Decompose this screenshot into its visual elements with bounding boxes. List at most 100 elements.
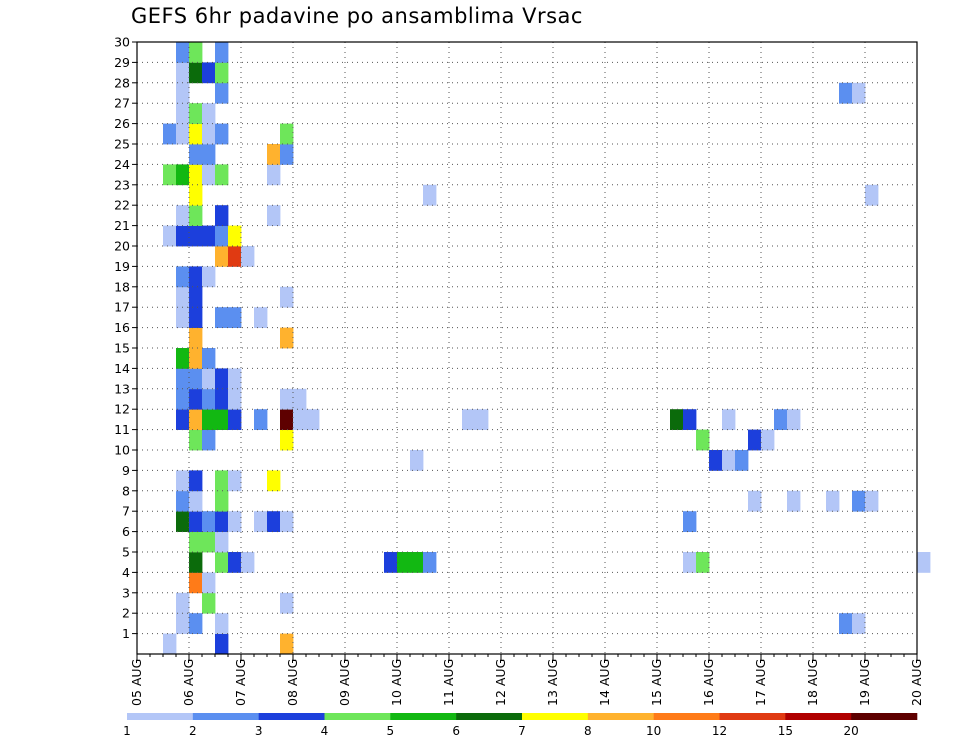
heatmap-cell (228, 552, 242, 573)
heatmap-cell (176, 123, 190, 145)
colorbar-segment (390, 713, 457, 720)
x-tick-label: 09 AUG (337, 659, 352, 706)
heatmap-cell (787, 409, 801, 430)
heatmap-cell (202, 103, 216, 124)
heatmap-cell (176, 613, 190, 634)
heatmap-cell (202, 531, 216, 553)
x-tick-label: 05 AUG (129, 659, 144, 706)
y-tick-label: 26 (114, 116, 130, 131)
heatmap-cell (865, 490, 879, 512)
heatmap-cell (215, 531, 229, 553)
heatmap-cell (774, 409, 788, 430)
heatmap-cell (176, 490, 190, 512)
heatmap-cell (176, 592, 190, 614)
y-tick-label: 2 (122, 606, 130, 621)
heatmap-cell (423, 184, 437, 206)
heatmap-cell (865, 184, 879, 206)
heatmap-cell (189, 103, 203, 124)
heatmap-cell (176, 388, 190, 410)
heatmap-cell (189, 429, 203, 451)
x-tick-label: 20 AUG (909, 659, 924, 706)
y-tick-label: 30 (114, 35, 130, 50)
y-tick-label: 4 (122, 565, 130, 580)
heatmap-cell (787, 490, 801, 512)
heatmap-cell (267, 511, 281, 532)
colorbar-segment (719, 713, 786, 720)
heatmap-cell (215, 470, 229, 492)
y-tick-label: 22 (114, 198, 130, 213)
y-tick-label: 29 (114, 55, 130, 70)
x-tick-label: 07 AUG (233, 659, 248, 706)
heatmap-cell (215, 123, 229, 145)
colorbar-label: 15 (778, 724, 793, 738)
x-tick-label: 06 AUG (181, 659, 196, 706)
x-tick-label: 08 AUG (285, 659, 300, 706)
colorbar-label: 2 (189, 724, 197, 738)
heatmap-cell (176, 82, 190, 104)
heatmap-cell (228, 511, 242, 532)
colorbar-label: 7 (518, 724, 526, 738)
heatmap-cell (189, 307, 203, 328)
x-tick-label: 10 AUG (389, 659, 404, 706)
heatmap-cell (267, 164, 281, 186)
heatmap-cell (215, 613, 229, 634)
heatmap-cell (852, 82, 866, 104)
y-tick-label: 21 (114, 218, 130, 233)
colorbar-label: 6 (452, 724, 460, 738)
heatmap-cell (202, 388, 216, 410)
heatmap-cell (189, 511, 203, 532)
y-tick-label: 5 (122, 545, 130, 560)
heatmap-cell (683, 552, 697, 573)
y-tick-label: 18 (114, 279, 130, 294)
colorbar-segment (851, 713, 918, 720)
heatmap-cell (280, 429, 294, 451)
colorbar-segment (785, 713, 852, 720)
colorbar-label: 8 (584, 724, 592, 738)
heatmap-cell (254, 511, 268, 532)
colorbar-segment (324, 713, 391, 720)
heatmap-cell (228, 246, 242, 267)
heatmap-cell (384, 552, 398, 573)
heatmap-cell (163, 633, 177, 655)
heatmap-cell (202, 225, 216, 247)
heatmap-cell (215, 42, 229, 63)
heatmap-cell (839, 613, 853, 634)
colorbar-label: 5 (387, 724, 395, 738)
heatmap-cell (202, 368, 216, 390)
heatmap-cell (839, 82, 853, 104)
x-tick-label: 16 AUG (701, 659, 716, 706)
heatmap-cell (709, 450, 723, 471)
heatmap-cell (683, 511, 697, 532)
heatmap-cell (176, 368, 190, 390)
heatmap-cell (462, 409, 476, 430)
colorbar-segment (258, 713, 325, 720)
heatmap-cell (163, 123, 177, 145)
heatmap-cell (293, 388, 307, 410)
colorbar-segment (587, 713, 654, 720)
heatmap-cell (683, 409, 697, 430)
heatmap-cell (215, 511, 229, 532)
y-tick-label: 10 (114, 443, 130, 458)
heatmap-cell (176, 164, 190, 186)
heatmap-cell (176, 42, 190, 63)
colorbar-label: 10 (646, 724, 661, 738)
heatmap-cell (176, 511, 190, 532)
colorbar-label: 3 (255, 724, 263, 738)
heatmap-cell (280, 633, 294, 655)
heatmap-cell (163, 225, 177, 247)
heatmap-cell (280, 388, 294, 410)
heatmap-cell (228, 368, 242, 390)
heatmap-cell (202, 144, 216, 165)
heatmap-cell (202, 429, 216, 451)
heatmap-cell (202, 348, 216, 369)
heatmap-cell (852, 613, 866, 634)
y-tick-label: 12 (114, 402, 130, 417)
heatmap-cell (917, 552, 931, 573)
heatmap-cell (228, 388, 242, 410)
heatmap-cell (280, 409, 294, 430)
heatmap-cell (189, 531, 203, 553)
heatmap-cell (215, 409, 229, 430)
heatmap-cell (280, 123, 294, 145)
y-tick-label: 11 (114, 422, 130, 437)
